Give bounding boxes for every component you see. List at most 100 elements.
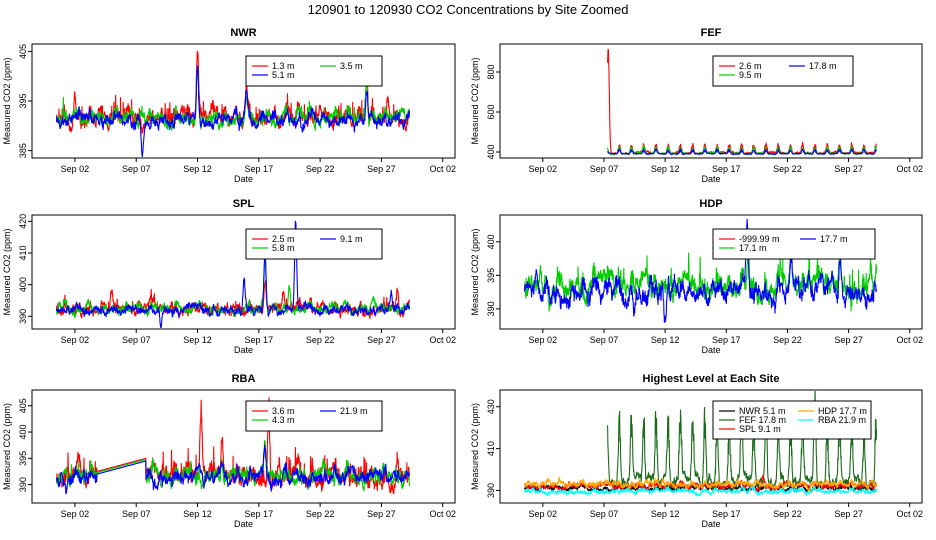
y-tick-label: 420 [18,214,28,229]
figure-title: 120901 to 120930 CO2 Concentrations by S… [308,2,629,17]
x-tick-label: Sep 07 [122,335,151,345]
x-tick-label: Sep 22 [773,335,802,345]
x-tick-label: Oct 02 [429,164,456,174]
legend: 3.6 m4.3 m 21.9 m [245,400,383,432]
x-tick-label: Sep 17 [245,509,274,519]
x-tick-label: Sep 17 [245,164,274,174]
y-tick-label: 395 [486,268,496,283]
chart-panel-highest-level-at-each-site: Highest Level at Each Site Sep 02 Sep 07 Se… [470,373,923,529]
x-tick-label: Sep 17 [712,335,741,345]
x-tick-label: Sep 22 [306,335,335,345]
legend-label: 2.6 m [739,61,762,71]
legend-box [712,55,854,87]
chart-title: HDP [699,198,722,210]
legend-label: 4.3 m [272,415,295,425]
y-tick-label: 400 [18,425,28,440]
x-tick-label: Sep 17 [712,164,741,174]
legend-label: 3.6 m [272,406,295,416]
series-line [55,64,410,157]
chart-title: SPL [233,198,255,210]
x-tick-label: Sep 07 [122,509,151,519]
y-axis-label: Measured CO2 (ppm) [2,57,12,144]
x-tick-label: Oct 02 [897,509,924,519]
legend-label: 9.5 m [739,70,762,80]
x-tick-label: Sep 27 [367,335,396,345]
chart-panel-spl: SPL Sep 02 Sep 07 Sep 12 Sep 17 Sep 22 Sep 27 O… [2,198,456,355]
x-tick-label: Sep 12 [183,335,212,345]
legend-label: 2.5 m [272,234,295,244]
y-tick-label: 400 [18,277,28,292]
y-tick-label: 395 [18,93,28,108]
y-axis-label: Measured CO2 (ppm) [470,403,480,490]
x-tick-label: Sep 02 [61,335,90,345]
plot-frame [31,389,456,504]
x-tick-label: Sep 27 [834,335,863,345]
legend: 2.6 m9.5 m 17.8 m [712,55,854,87]
y-axis-label: Measured CO2 (ppm) [2,403,12,490]
y-tick-label: 410 [486,441,496,456]
legend-label: 5.8 m [272,243,295,253]
series-line [523,476,878,492]
legend-label: 1.3 m [272,61,295,71]
legend: 2.5 m5.8 m 9.1 m [245,228,383,260]
plot-frame [499,214,923,330]
x-tick-label: Sep 17 [245,335,274,345]
x-axis-label: Date [701,345,720,355]
chart-title: RBA [232,373,256,385]
x-tick-label: Sep 07 [590,164,619,174]
y-tick-label: 430 [486,399,496,414]
x-tick-label: Sep 02 [529,335,558,345]
plot-frame [499,389,923,504]
chart-title: FEF [701,27,722,39]
legend-label: 17.1 m [739,243,767,253]
x-tick-label: Sep 22 [306,164,335,174]
x-axis-label: Date [234,519,253,529]
x-tick-label: Sep 12 [651,164,680,174]
x-axis-label: Date [234,174,253,184]
x-tick-label: Sep 02 [529,164,558,174]
legend-label: FEF 17.8 m [739,415,786,425]
series-line [55,220,410,328]
plot-frame [499,43,923,159]
x-tick-label: Oct 02 [429,509,456,519]
series-line [523,484,878,498]
x-tick-label: Sep 12 [183,509,212,519]
series-line [55,444,410,495]
legend-label: RBA 21.9 m [818,415,866,425]
chart-panel-fef: FEF Sep 02 Sep 07 Sep 12 Sep 17 Sep 22 Sep 27 O… [470,27,923,184]
legend-label: 17.8 m [809,61,837,71]
x-tick-label: Sep 27 [367,509,396,519]
y-tick-label: 410 [18,245,28,260]
series-line [607,147,878,156]
y-tick-label: 395 [18,451,28,466]
x-axis-label: Date [701,519,720,529]
legend-label: HDP 17.7 m [818,406,867,416]
chart-panel-nwr: NWR Sep 02 Sep 07 Sep 12 Sep 17 Sep 22 Sep 27 O… [2,27,456,184]
y-tick-label: 600 [486,104,496,119]
y-tick-label: 390 [18,309,28,324]
x-tick-label: Oct 02 [429,335,456,345]
legend-label: 9.1 m [340,234,363,244]
y-axis-label: Measured CO2 (ppm) [2,228,12,315]
legend-box [712,400,872,440]
chart-panel-hdp: HDP Sep 02 Sep 07 Sep 12 Sep 17 Sep 22 Sep 27 O… [470,198,923,355]
x-tick-label: Sep 22 [773,509,802,519]
legend-label: SPL 9.1 m [739,424,781,434]
y-tick-label: 390 [486,483,496,498]
series-line [55,68,410,131]
plot-frame [31,214,456,330]
x-tick-label: Sep 22 [773,164,802,174]
legend-box [245,400,383,432]
x-tick-label: Sep 07 [590,335,619,345]
legend: 1.3 m5.1 m 3.5 m [245,55,383,87]
x-tick-label: Sep 02 [61,164,90,174]
legend-box [245,55,383,87]
legend-label: NWR 5.1 m [739,406,786,416]
legend-label: 3.5 m [340,61,363,71]
y-tick-label: 800 [486,64,496,79]
y-tick-label: 390 [18,477,28,492]
chart-title: Highest Level at Each Site [643,373,780,385]
y-tick-label: 405 [18,398,28,413]
y-tick-label: 400 [486,234,496,249]
